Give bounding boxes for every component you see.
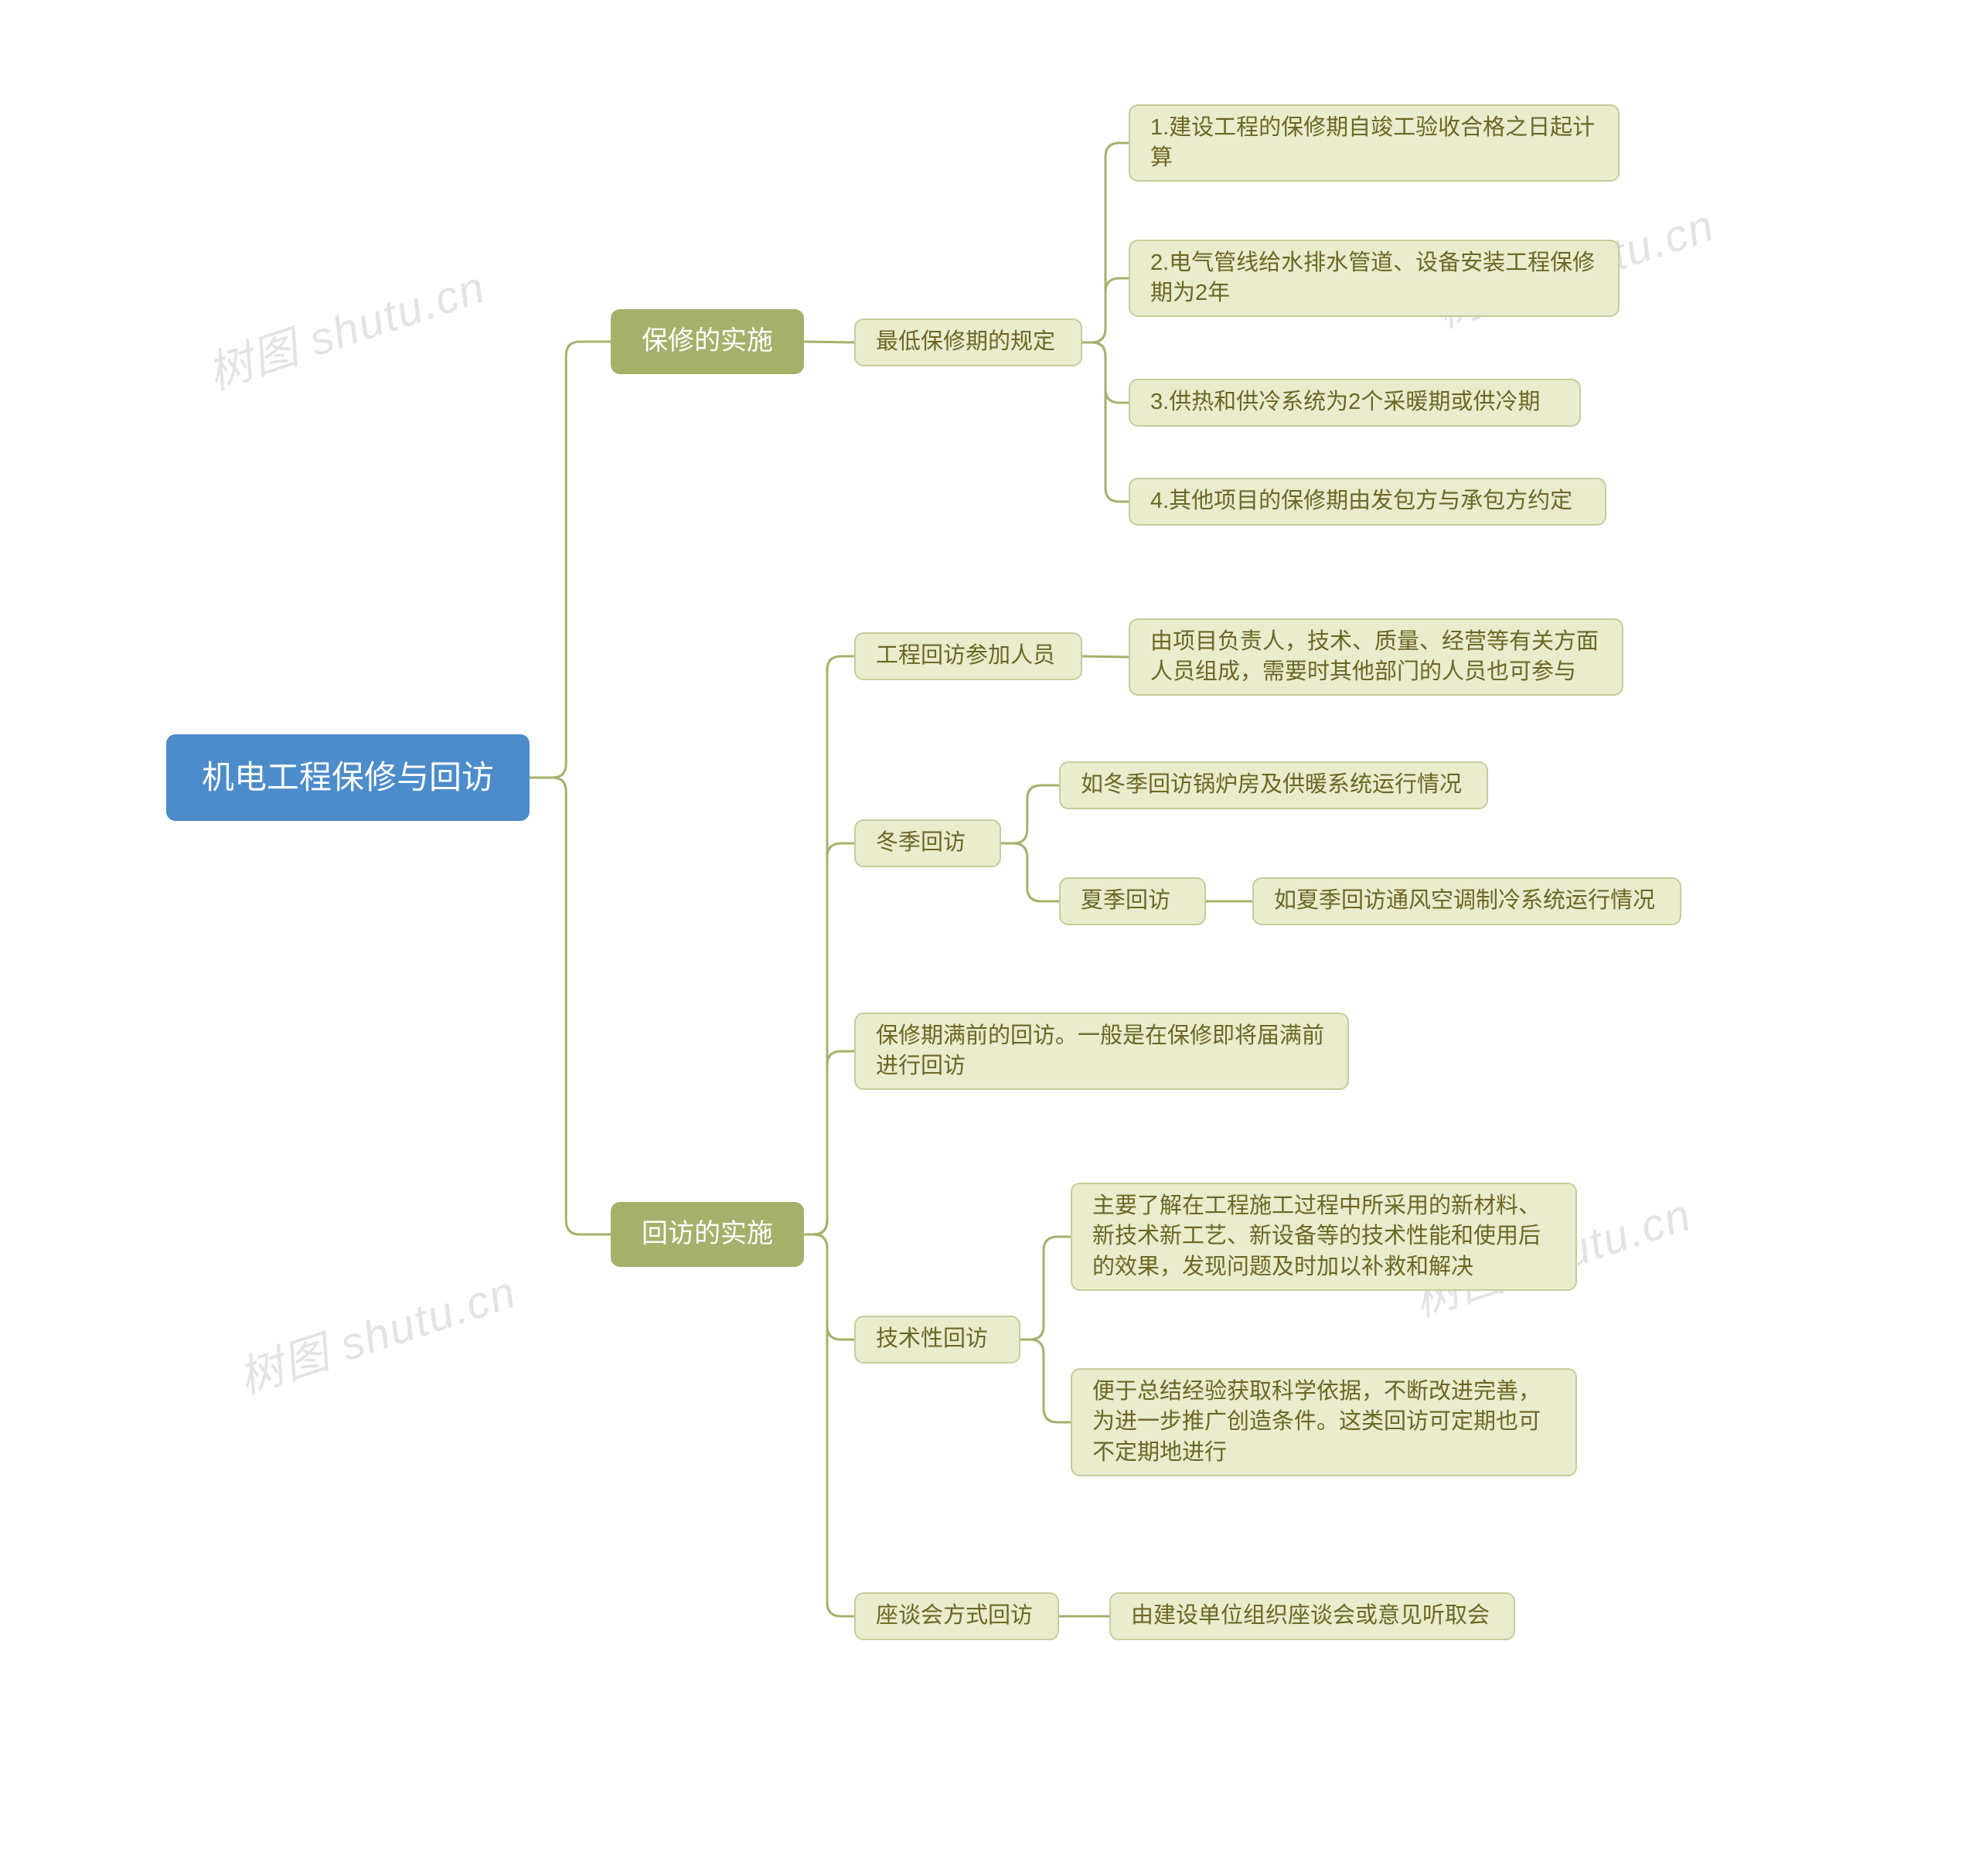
root-node[interactable]: 机电工程保修与回访 [166,734,530,821]
node-min-period[interactable]: 最低保修期的规定 [854,318,1082,366]
edge [1001,843,1059,901]
node-rv-before-expiry[interactable]: 保修期满前的回访。一般是在保修即将届满前 进行回访 [854,1013,1349,1090]
watermark: 树图 shutu.cn [198,250,492,401]
edge [1082,278,1129,342]
edge [530,778,611,1234]
mindmap-canvas: 树图 shutu.cn树图 shutu.cn树图 shutu.cn树图 shut… [0,0,1979,1876]
node-rv-personnel-1[interactable]: 由项目负责人，技术、质量、经营等有关方面 人员组成，需要时其他部门的人员也可参与 [1129,618,1623,696]
edge [1082,656,1129,657]
node-rv-tech-1[interactable]: 主要了解在工程施工过程中所采用的新材料、 新技术新工艺、新设备等的技术性能和使用… [1071,1183,1577,1291]
node-rv-winter-1[interactable]: 如冬季回访锅炉房及供暖系统运行情况 [1059,761,1488,809]
node-rv-tech-2[interactable]: 便于总结经验获取科学依据，不断改进完善， 为进一步推广创造条件。这类回访可定期也… [1071,1368,1577,1476]
edge [1001,785,1059,843]
edge [1082,143,1129,342]
edge [1082,342,1129,403]
branch-revisit[interactable]: 回访的实施 [611,1202,804,1267]
node-mp-4[interactable]: 4.其他项目的保修期由发包方与承包方约定 [1129,478,1606,526]
node-rv-personnel[interactable]: 工程回访参加人员 [854,632,1082,680]
edge [1082,342,1129,502]
edge [530,342,611,778]
edge [1020,1340,1071,1422]
node-rv-meeting[interactable]: 座谈会方式回访 [854,1592,1059,1640]
node-rv-summer-1[interactable]: 如夏季回访通风空调制冷系统运行情况 [1252,877,1681,925]
node-rv-summer[interactable]: 夏季回访 [1059,877,1206,925]
edge [804,1234,854,1616]
edge [804,1234,854,1340]
edge [804,1051,854,1234]
edge [1020,1237,1071,1340]
node-rv-technical[interactable]: 技术性回访 [854,1316,1020,1364]
node-mp-3[interactable]: 3.供热和供冷系统为2个采暖期或供冷期 [1129,379,1581,427]
node-mp-1[interactable]: 1.建设工程的保修期自竣工验收合格之日起计 算 [1129,104,1620,182]
watermark: 树图 shutu.cn [229,1255,523,1406]
node-mp-2[interactable]: 2.电气管线给水排水管道、设备安装工程保修 期为2年 [1129,240,1620,317]
branch-warranty[interactable]: 保修的实施 [611,309,804,374]
edge [804,656,854,1234]
node-rv-winter[interactable]: 冬季回访 [854,819,1001,867]
node-rv-meeting-1[interactable]: 由建设单位组织座谈会或意见听取会 [1109,1592,1515,1640]
edge [804,843,854,1234]
